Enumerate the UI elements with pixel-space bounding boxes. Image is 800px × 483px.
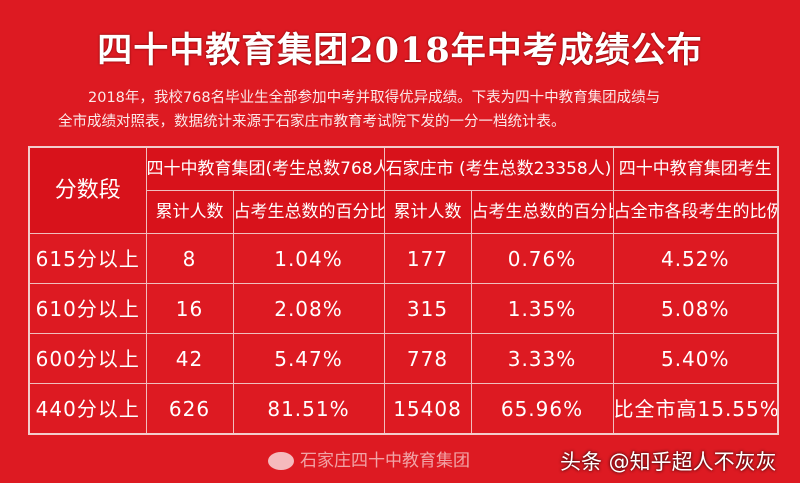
cell-city-pct: 3.33% [470, 333, 614, 384]
cell-segment: 440分以上 [28, 383, 147, 435]
wechat-watermark: 石家庄四十中教育集团 [300, 451, 470, 471]
intro-line: 2018年，我校768名毕业生全部参加中考并取得优异成绩。下表为四十中教育集团成… [88, 90, 661, 106]
header-group: 四十中教育集团(考生总数768人) [145, 146, 385, 191]
cell-ratio: 4.52% [612, 233, 779, 284]
cell-city-count: 177 [383, 233, 472, 284]
cell-group-pct: 2.08% [232, 283, 385, 334]
table-row: 610分以上 16 2.08% 315 1.35% 5.08% [28, 283, 779, 334]
table-row: 440分以上 626 81.51% 15408 65.96% 比全市高15.55… [28, 383, 779, 435]
cell-ratio: 5.40% [612, 333, 779, 384]
cell-city-pct: 65.96% [470, 383, 614, 435]
header-ratio-1: 四十中教育集团考生 [612, 146, 779, 191]
cell-ratio: 比全市高15.55% [612, 383, 779, 435]
header-city: 石家庄市 (考生总数23358人) [383, 146, 614, 191]
header-ratio-2: 占全市各段考生的比例 [612, 190, 779, 234]
cell-segment: 600分以上 [28, 333, 147, 384]
cell-group-count: 626 [145, 383, 234, 435]
cell-group-pct: 1.04% [232, 233, 385, 284]
toutiao-watermark: 头条 @知乎超人不灰灰 [560, 450, 777, 474]
poster-title: 四十中教育集团2018年中考成绩公布 [97, 30, 703, 71]
cell-group-pct: 5.47% [232, 333, 385, 384]
header-score-segment: 分数段 [28, 146, 147, 234]
cell-city-pct: 0.76% [470, 233, 614, 284]
cell-city-count: 15408 [383, 383, 472, 435]
table-row: 615分以上 8 1.04% 177 0.76% 4.52% [28, 233, 779, 284]
cell-city-pct: 1.35% [470, 283, 614, 334]
cell-segment: 615分以上 [28, 233, 147, 284]
header-group-pct: 占考生总数的百分比 [232, 190, 385, 234]
cell-group-count: 8 [145, 233, 234, 284]
score-table: 分数段 四十中教育集团(考生总数768人) 石家庄市 (考生总数23358人) … [28, 146, 779, 435]
cell-group-count: 42 [145, 333, 234, 384]
cell-city-count: 778 [383, 333, 472, 384]
table-row: 600分以上 42 5.47% 778 3.33% 5.40% [28, 333, 779, 384]
cell-city-count: 315 [383, 283, 472, 334]
intro-text: 2018年，我校768名毕业生全部参加中考并取得优异成绩。下表为四十中教育集团成… [58, 86, 768, 134]
header-city-count: 累计人数 [383, 190, 472, 234]
cell-ratio: 5.08% [612, 283, 779, 334]
header-city-pct: 占考生总数的百分比 [470, 190, 614, 234]
cell-group-pct: 81.51% [232, 383, 385, 435]
cell-group-count: 16 [145, 283, 234, 334]
wechat-icon [268, 452, 294, 470]
header-group-count: 累计人数 [145, 190, 234, 234]
intro-line: 全市成绩对照表，数据统计来源于石家庄市教育考试院下发的一分一档统计表。 [58, 114, 566, 130]
cell-segment: 610分以上 [28, 283, 147, 334]
